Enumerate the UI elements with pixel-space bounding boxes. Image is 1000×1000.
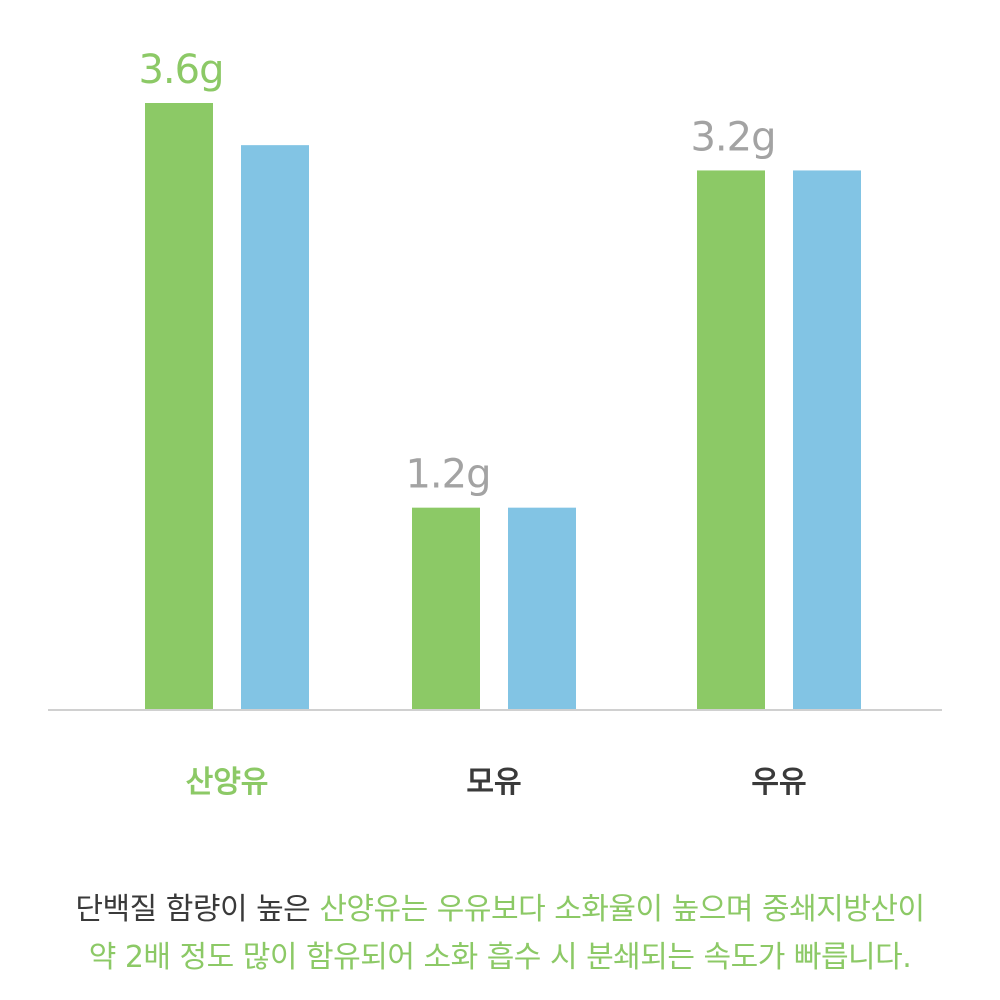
labels-group: 3.6g 산양유 1.2g 모유 3.2g 우유	[138, 47, 806, 800]
data-label: 3.6g	[138, 47, 223, 93]
data-label: 1.2g	[405, 452, 490, 498]
bar-blue-0	[241, 145, 309, 710]
bars-group	[145, 103, 861, 710]
bar-green-1	[412, 507, 480, 710]
bar-blue-2	[793, 170, 861, 710]
bar-green-0	[145, 103, 213, 710]
caption-line-1: 단백질 함량이 높은 산양유는 우유보다 소화율이 높으며 중쇄지방산이	[0, 884, 1000, 928]
category-label: 우유	[751, 765, 806, 800]
category-label: 산양유	[186, 765, 269, 800]
category-label: 모유	[466, 765, 521, 800]
bar-green-2	[697, 170, 765, 710]
caption-highlight: 산양유는 우유보다 소화율이 높으며 중쇄지방산이	[319, 892, 925, 927]
data-label: 3.2g	[690, 114, 775, 160]
caption-highlight: 약 2배 정도 많이 함유되어 소화 흡수 시 분쇄되는 속도가 빠릅니다.	[88, 940, 912, 975]
caption-line-2: 약 2배 정도 많이 함유되어 소화 흡수 시 분쇄되는 속도가 빠릅니다.	[0, 932, 1000, 976]
bar-blue-1	[508, 507, 576, 710]
caption-text: 단백질 함량이 높은	[75, 892, 320, 927]
